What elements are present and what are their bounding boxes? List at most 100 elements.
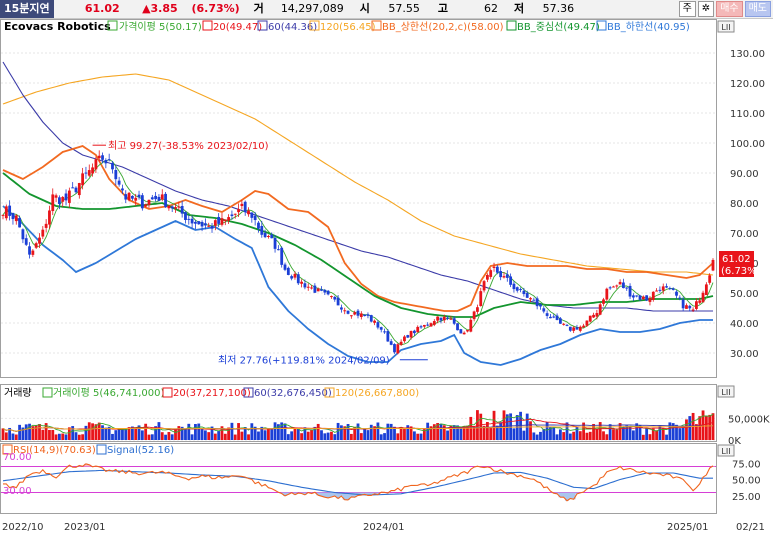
candle (316, 287, 320, 292)
candle-body (77, 183, 81, 196)
rsi-upper-level-label: 70.00 (3, 452, 32, 463)
candle (485, 273, 489, 283)
stock-name: Ecovacs Robotics (4, 20, 111, 33)
volume-bar (101, 425, 104, 440)
candle (263, 229, 267, 239)
volume-bar (671, 423, 675, 440)
volume-bar (708, 414, 712, 440)
candle-body (48, 210, 51, 225)
volume-ma-line (2, 425, 714, 432)
candle-body (207, 225, 211, 227)
rsi-legend-swatch[interactable] (2, 444, 13, 455)
candle-body (203, 223, 207, 226)
volume-legend-swatch-ma60[interactable] (243, 387, 254, 398)
candle-body (578, 326, 582, 331)
legend-swatch-ma60[interactable] (257, 20, 268, 31)
volume-bar (369, 424, 373, 440)
candle-body (267, 235, 270, 237)
volume-legend-swatch-ma5[interactable] (42, 387, 53, 398)
volume-legend-swatch-ma120[interactable] (324, 387, 335, 398)
legend-swatch-bb-upper[interactable] (371, 20, 382, 31)
volume-bar (167, 432, 171, 440)
volume-bar (476, 410, 479, 440)
settings-gear-button[interactable]: ✲ (697, 1, 715, 17)
volume-bar (263, 430, 267, 440)
legend-swatch-bb-lower[interactable] (596, 20, 607, 31)
sell-button[interactable]: 매도 (744, 1, 771, 17)
candle (130, 195, 134, 201)
candle (210, 222, 214, 233)
low-value: 57.36 (542, 2, 575, 15)
candle-body (688, 305, 692, 309)
candle-body (300, 281, 303, 284)
candle-body (134, 197, 138, 201)
candle-body (485, 274, 489, 280)
volume-bar (260, 426, 264, 440)
week-period-button[interactable]: 주 (678, 1, 696, 17)
candle (280, 246, 284, 268)
volume-bar (303, 427, 307, 440)
volume-bar (711, 413, 715, 440)
legend-swatch-ma120[interactable] (309, 20, 320, 31)
candle-body (552, 316, 556, 318)
volume-bar (283, 423, 287, 440)
volume-bar (320, 430, 323, 440)
candle (545, 310, 549, 319)
candle (250, 212, 254, 223)
rsi-pane-toggle[interactable]: LII (717, 444, 735, 457)
volume-bar (107, 426, 111, 440)
candle-body (436, 316, 440, 321)
volume-bar (356, 423, 360, 440)
volume-bar (552, 426, 556, 440)
candle-body (525, 293, 529, 298)
candle-body (61, 197, 65, 202)
volume-bar (257, 431, 260, 440)
volume-bar (651, 428, 655, 440)
legend-swatch-ma5[interactable] (107, 20, 118, 31)
volume-bar (114, 430, 118, 440)
stock-chart[interactable]: 130.00 120.00 110.00 100.00 90.00 80.00 70.00 6… (0, 19, 773, 534)
candle (432, 319, 436, 327)
candle-body (74, 187, 78, 193)
candle (267, 234, 270, 239)
volume-bar (565, 422, 569, 440)
price-pane-toggle[interactable]: LII (717, 20, 735, 33)
volume-bar (701, 410, 705, 440)
candle (691, 307, 695, 312)
candle-body (306, 286, 310, 288)
candle (598, 302, 602, 316)
candle-body (104, 159, 108, 164)
volume-legend-swatch-ma20[interactable] (162, 387, 173, 398)
candle-body (349, 315, 353, 317)
candle (187, 214, 191, 225)
candle-body (316, 288, 320, 292)
candle (578, 325, 582, 333)
volume-bar (641, 434, 645, 440)
candle (34, 241, 38, 249)
candle-body (605, 288, 609, 300)
volume-bar (635, 423, 639, 440)
volume-bar (422, 429, 426, 440)
candle (11, 212, 15, 225)
candle-body (359, 313, 363, 317)
candle-body (376, 322, 380, 328)
candle (81, 167, 85, 190)
high-value: 62 (484, 2, 499, 15)
rsi-legend-signal-swatch[interactable] (96, 444, 107, 455)
volume-bar (615, 430, 619, 440)
candle-body (373, 320, 376, 323)
volume-bar (157, 422, 161, 440)
volume-bar (213, 433, 217, 440)
legend-swatch-bb-mid[interactable] (506, 20, 517, 31)
buy-button[interactable]: 매수 (716, 1, 743, 17)
candle (701, 290, 705, 303)
candle-body (263, 232, 267, 238)
volume-bar (121, 428, 124, 440)
candle (622, 278, 625, 289)
legend-swatch-ma20[interactable] (202, 20, 213, 31)
candle-body (24, 238, 28, 245)
candle-body (598, 304, 602, 315)
volume-pane-toggle[interactable]: LII (717, 385, 735, 398)
candle-body (512, 283, 516, 290)
legend-ma20: 20(49.47) (213, 22, 262, 33)
